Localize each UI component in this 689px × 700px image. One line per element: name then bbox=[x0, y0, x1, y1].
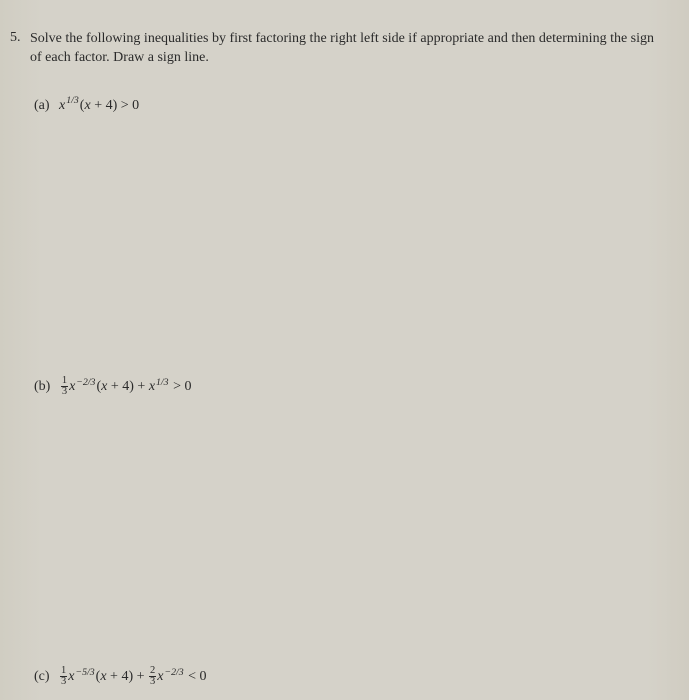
worksheet-page: 5. Solve the following inequalities by f… bbox=[0, 0, 689, 700]
relation: < 0 bbox=[185, 669, 207, 684]
part-c-label: (c) bbox=[34, 669, 50, 684]
plus-four: + 4 bbox=[107, 669, 129, 684]
fraction-one-third: 13 bbox=[60, 666, 67, 687]
variable-x: x bbox=[157, 669, 163, 684]
fraction-two-thirds: 23 bbox=[149, 666, 156, 687]
part-b-expression: 13x−2/3(x + 4) + x1/3 > 0 bbox=[60, 379, 192, 394]
fraction-denominator: 3 bbox=[61, 387, 68, 397]
relation: > 0 bbox=[170, 379, 192, 394]
exponent: −2/3 bbox=[165, 667, 184, 678]
variable-x: x bbox=[59, 98, 65, 113]
plus-four: + 4 bbox=[107, 379, 129, 394]
question-number: 5. bbox=[10, 30, 21, 46]
variable-x: x bbox=[149, 379, 155, 394]
part-b: (b) 13x−2/3(x + 4) + x1/3 > 0 bbox=[34, 376, 191, 397]
fraction-denominator: 3 bbox=[60, 677, 67, 687]
relation: > 0 bbox=[117, 98, 139, 113]
part-b-label: (b) bbox=[34, 379, 50, 394]
plus-sign: + bbox=[134, 379, 149, 394]
part-a: (a) x1/3(x + 4) > 0 bbox=[34, 98, 139, 114]
exponent: −2/3 bbox=[76, 377, 95, 388]
part-c-expression: 13x−5/3(x + 4) + 23x−2/3 < 0 bbox=[59, 669, 207, 684]
variable-x: x bbox=[68, 669, 74, 684]
question-stem: Solve the following inequalities by firs… bbox=[30, 30, 661, 68]
part-a-expression: x1/3(x + 4) > 0 bbox=[59, 98, 139, 113]
part-c: (c) 13x−5/3(x + 4) + 23x−2/3 < 0 bbox=[34, 666, 207, 687]
exponent: −5/3 bbox=[76, 667, 95, 678]
part-a-label: (a) bbox=[34, 98, 50, 113]
fraction-denominator: 3 bbox=[149, 677, 156, 687]
exponent: 1/3 bbox=[156, 377, 169, 388]
variable-x: x bbox=[69, 379, 75, 394]
plus-four: + 4 bbox=[91, 98, 113, 113]
plus-sign: + bbox=[133, 669, 148, 684]
exponent: 1/3 bbox=[66, 95, 79, 106]
fraction-one-third: 13 bbox=[61, 376, 68, 397]
